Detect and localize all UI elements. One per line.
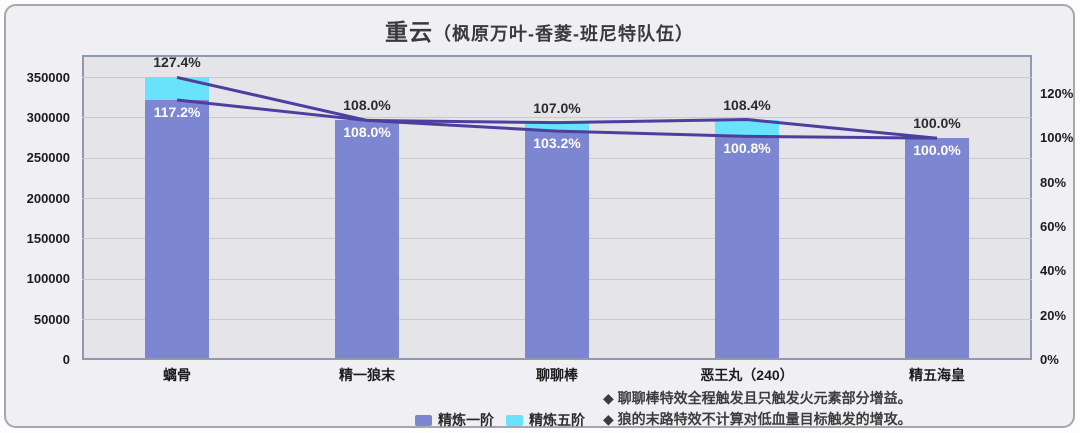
x-axis-label: 精一狼末: [339, 367, 395, 383]
bar-label-r1: 108.0%: [343, 124, 391, 141]
footnote-2: ◆ 狼的末路特效不计算对低血量目标触发的增攻。: [603, 411, 912, 427]
legend-item-r5: 精炼五阶: [506, 410, 585, 430]
bar-segment-r5: [715, 119, 779, 137]
legend-label-r1: 精炼一阶: [438, 412, 494, 428]
bar-label-r1: 117.2%: [153, 104, 201, 121]
y-axis-tick-left: 200000: [26, 190, 70, 206]
x-axis-label: 恶王丸（240）: [700, 367, 794, 383]
y-axis-tick-right: 120%: [1040, 85, 1074, 101]
footnote-1: ◆ 聊聊棒特效全程触发且只触发火元素部分增益。: [603, 390, 912, 406]
x-axis-label: 精五海皇: [909, 367, 965, 383]
y-axis-tick-left: 350000: [26, 69, 70, 85]
y-axis-tick-left: 50000: [33, 311, 70, 327]
bar-label-r1: 100.0%: [913, 142, 961, 159]
y-axis-tick-left: 100000: [26, 271, 70, 287]
legend-item-r1: 精炼一阶: [415, 410, 494, 430]
y-axis-tick-right: 80%: [1040, 174, 1067, 190]
chart-title: 重云（枫原万叶-香菱-班尼特队伍）: [6, 13, 1073, 47]
chart-title-sub: （枫原万叶-香菱-班尼特队伍）: [433, 24, 694, 44]
y-axis-tick-left: 250000: [26, 150, 70, 166]
legend-swatch-r1-icon: [415, 414, 432, 426]
chart-title-main: 重云: [385, 19, 433, 45]
footnotes: ◆ 聊聊棒特效全程触发且只触发火元素部分增益。 ◆ 狼的末路特效不计算对低血量目…: [603, 388, 912, 430]
legend-swatch-r5-icon: [506, 414, 523, 426]
bar-segment-r5: [525, 122, 589, 132]
y-axis-tick-left: 0: [62, 352, 70, 367]
y-axis-tick-right: 40%: [1040, 263, 1067, 279]
bar-label-r5: 108.4%: [723, 96, 771, 113]
legend-label-r5: 精炼五阶: [529, 412, 585, 428]
bar-segment-r1: [525, 131, 589, 358]
bar-label-r1: 100.8%: [723, 140, 771, 157]
bar-segment-r5: [145, 77, 209, 101]
bar-segment-r1: [905, 138, 969, 358]
bar-segment-r1: [335, 120, 399, 358]
bar-label-r5: 107.0%: [533, 99, 581, 116]
legend: 精炼一阶 精炼五阶: [415, 410, 585, 430]
y-axis-tick-right: 0%: [1040, 352, 1059, 367]
y-axis-tick-right: 100%: [1040, 130, 1074, 146]
y-axis-tick-right: 20%: [1040, 307, 1067, 323]
bar-label-r5: 108.0%: [343, 97, 391, 114]
bar-segment-r1: [715, 136, 779, 358]
bar-segment-r1: [145, 100, 209, 358]
x-axis-label: 螭骨: [163, 367, 191, 383]
x-axis-label: 聊聊棒: [536, 367, 578, 383]
bar-label-r5: 100.0%: [913, 115, 961, 132]
chart-card: 重云（枫原万叶-香菱-班尼特队伍） 0 50000 100000 150000 2000…: [4, 4, 1075, 428]
y-axis-tick-right: 60%: [1040, 218, 1067, 234]
y-axis-tick-left: 150000: [26, 230, 70, 246]
y-axis-tick-left: 300000: [26, 109, 70, 125]
gridline: [82, 77, 1032, 79]
bar-label-r5: 127.4%: [153, 54, 201, 71]
bar-label-r1: 103.2%: [533, 135, 581, 152]
